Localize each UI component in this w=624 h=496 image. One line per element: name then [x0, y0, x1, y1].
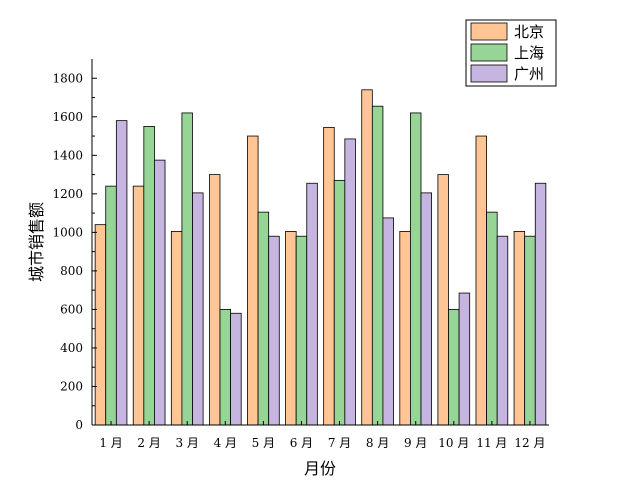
y-tick-label: 800: [60, 264, 83, 278]
y-tick-label: 1400: [52, 148, 83, 162]
legend-label-广州: 广州: [514, 65, 544, 83]
bar-广州-12: [534, 182, 547, 426]
x-tick-label: 9 月: [404, 436, 427, 450]
y-tick-label: 0: [75, 418, 83, 432]
x-tick-label: 10 月: [438, 436, 469, 450]
bar-上海-1: [105, 185, 117, 426]
bar-北京-6: [285, 231, 297, 426]
y-tick-label: 400: [60, 341, 83, 355]
bar-广州-9: [420, 192, 433, 426]
legend-label-上海: 上海: [514, 44, 544, 62]
bar-北京-3: [170, 231, 183, 426]
bar-北京-10: [437, 174, 449, 426]
x-tick-label: 1 月: [99, 436, 122, 450]
y-axis-title: 城市销售额: [27, 202, 46, 282]
bar-上海-5: [257, 211, 270, 426]
y-tick-label: 1200: [52, 187, 83, 201]
x-tick-label: 2 月: [137, 436, 160, 450]
y-tick-label: 1800: [52, 71, 83, 85]
x-axis-title: 月份: [304, 459, 336, 478]
y-tick-label: 1000: [52, 225, 83, 239]
legend-label-北京: 北京: [514, 23, 544, 41]
bar-上海-6: [295, 235, 308, 426]
bar-北京-4: [208, 174, 221, 426]
y-tick-label: 200: [60, 379, 83, 393]
x-tick-label: 6 月: [290, 436, 313, 450]
bar-上海-12: [524, 235, 536, 426]
bar-广州-1: [115, 120, 128, 426]
bar-广州-8: [382, 217, 394, 426]
y-tick-label: 1600: [52, 110, 83, 124]
bar-北京-5: [247, 135, 259, 426]
y-ticks-group: 0 200 400 600 800 1000 1200 1400 1600 1800: [52, 71, 97, 432]
bar-广州-7: [344, 138, 356, 426]
x-ticks-group: 1 月 2 月 3 月 4 月 5 月 6 月 7 月 8 月 9 月 10 月 11 月 12 月: [99, 421, 546, 450]
bar-北京-1: [94, 224, 107, 426]
bar-广州-11: [496, 235, 509, 426]
x-tick-label: 8 月: [366, 436, 389, 450]
bar-上海-3: [181, 112, 193, 426]
bar-北京-8: [361, 89, 373, 426]
legend-swatch-广州: [470, 64, 508, 83]
bar-北京-9: [399, 231, 411, 426]
bar-上海-8: [371, 105, 384, 426]
bar-广州-2: [154, 159, 166, 426]
bar-上海-4: [219, 309, 231, 426]
bar-北京-2: [132, 185, 145, 426]
bar-上海-2: [143, 126, 155, 426]
x-tick-label: 3 月: [175, 436, 198, 450]
legend-swatch-上海: [470, 43, 508, 62]
bar-上海-7: [333, 179, 346, 426]
bar-广州-4: [230, 312, 242, 426]
x-tick-label: 11 月: [476, 436, 507, 450]
bar-广州-10: [458, 292, 471, 426]
bar-北京-7: [323, 126, 335, 426]
bar-上海-10: [448, 309, 460, 426]
bar-北京-11: [475, 135, 487, 426]
bar-广州-5: [268, 235, 280, 426]
axes-group: [91, 59, 549, 426]
bar-北京-12: [513, 231, 526, 426]
bar-上海-11: [486, 211, 498, 426]
bars-group: [94, 89, 547, 426]
bar-上海-9: [410, 112, 422, 426]
legend-swatch-北京: [470, 22, 508, 41]
bar-广州-6: [306, 182, 318, 426]
x-tick-label: 7 月: [328, 436, 351, 450]
y-tick-label: 600: [60, 302, 83, 316]
x-tick-label: 5 月: [252, 436, 275, 450]
x-tick-label: 4 月: [214, 436, 237, 450]
bar-广州-3: [192, 192, 204, 426]
x-tick-label: 12 月: [514, 436, 545, 450]
